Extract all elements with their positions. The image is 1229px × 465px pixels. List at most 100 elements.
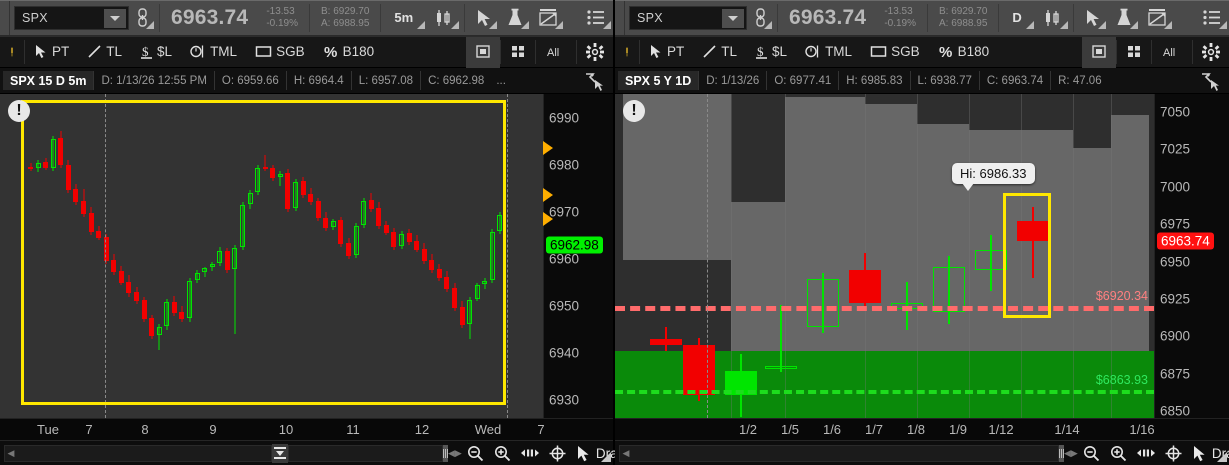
tool-sgb[interactable]: SGB — [246, 36, 314, 68]
dropdown-corner-icon[interactable] — [1025, 20, 1034, 29]
dropdown-corner-icon[interactable] — [1097, 20, 1106, 29]
fit-width-button[interactable] — [1132, 446, 1160, 460]
menu-list-icon[interactable] — [579, 0, 613, 36]
zoom-out-button[interactable] — [1078, 445, 1105, 462]
left-timeframe-selector[interactable]: 5m — [384, 0, 427, 36]
step-forward-icon[interactable]: ▶ — [454, 447, 462, 458]
chevron-down-icon[interactable] — [722, 8, 744, 28]
tool-tl[interactable]: TL — [693, 36, 746, 68]
settings-gear-button[interactable] — [577, 36, 613, 68]
cursor-arrow-icon[interactable] — [1077, 0, 1108, 36]
right-symbol-selector[interactable]: SPX — [629, 5, 747, 30]
alert-level-marker-icon[interactable] — [543, 188, 553, 203]
left-chart-scrollbar[interactable]: ◀ — [4, 444, 272, 462]
right-price-axis[interactable]: 7050 7025 7000 6975 6950 6925 6900 6875 6850 6963… — [1154, 94, 1229, 418]
right-plot[interactable]: ! $6920.34$6863.93$6833.17Hi: 6986.33 — [615, 94, 1154, 418]
candle-body — [849, 270, 881, 304]
dropdown-corner-icon[interactable] — [451, 20, 460, 29]
tool-b180[interactable]: % B180 — [314, 36, 384, 68]
right-timeframe-selector[interactable]: D — [1002, 0, 1035, 36]
layout-grid-button[interactable] — [501, 36, 535, 68]
drawing-tools-icon[interactable] — [1140, 0, 1174, 36]
dropdown-corner-icon[interactable] — [764, 20, 772, 29]
all-tools-button[interactable]: All — [536, 36, 576, 68]
step-forward-icon[interactable]: ▶ — [1070, 447, 1078, 458]
studies-flask-icon[interactable] — [499, 0, 531, 36]
right-chart-area[interactable]: ! $6920.34$6863.93$6833.17Hi: 6986.33 70… — [615, 94, 1229, 418]
tool-sl[interactable]: $ $L — [746, 36, 796, 68]
zoom-out-button[interactable] — [462, 445, 489, 462]
scroll-grip-icon[interactable] — [443, 444, 448, 462]
fit-width-button[interactable] — [516, 446, 544, 460]
step-back-icon[interactable]: ◀ — [448, 447, 455, 458]
left-scroll-thumb[interactable] — [272, 443, 288, 463]
pin-icon[interactable] — [0, 36, 24, 68]
level-line-support[interactable] — [615, 390, 1154, 395]
right-chart-header-actions[interactable] — [1199, 71, 1229, 91]
drawing-tools-icon[interactable] — [531, 0, 565, 36]
link-icon[interactable] — [129, 0, 156, 36]
dropdown-corner-icon[interactable] — [1219, 20, 1227, 29]
layout-single-button[interactable] — [466, 35, 500, 68]
resize-corner-icon[interactable] — [1217, 452, 1227, 462]
left-time-axis[interactable]: Tue 7 8 9 10 11 12 Wed 7 — [0, 418, 613, 440]
tool-pt[interactable]: PT — [25, 36, 78, 68]
scroll-left-icon[interactable]: ◀ — [7, 447, 15, 458]
level-line-resistance[interactable] — [615, 305, 1154, 311]
menu-list-icon[interactable] — [1195, 0, 1229, 36]
studies-flask-icon[interactable] — [1108, 0, 1140, 36]
left-chart-header-actions[interactable] — [583, 71, 613, 91]
layout-grid-button[interactable] — [1117, 36, 1151, 68]
left-price-axis[interactable]: 6990 6980 6970 6960 6950 6940 6930 6962.98 — [543, 94, 613, 418]
dropdown-corner-icon[interactable] — [521, 20, 530, 29]
crosshair-button[interactable] — [544, 445, 571, 462]
tool-pt[interactable]: PT — [640, 36, 693, 68]
left-topbar-grip[interactable] — [0, 0, 10, 35]
candle-body — [240, 205, 245, 247]
tool-b180[interactable]: % B180 — [929, 36, 999, 68]
tool-sl[interactable]: $ $L — [131, 36, 181, 68]
right-topbar-grip[interactable] — [615, 0, 625, 35]
all-tools-button[interactable]: All — [1152, 36, 1192, 68]
left-plot[interactable]: ! — [0, 94, 543, 418]
dropdown-corner-icon[interactable] — [146, 20, 154, 29]
step-back-icon[interactable]: ◀ — [1064, 447, 1071, 458]
alert-level-marker-icon[interactable] — [543, 211, 553, 226]
tool-tml[interactable]: TML — [796, 36, 861, 68]
crosshair-button[interactable] — [1160, 445, 1187, 462]
candlestick-style-icon[interactable] — [1036, 0, 1070, 36]
dropdown-corner-icon[interactable] — [1163, 20, 1172, 29]
left-symbol-selector[interactable]: SPX — [14, 5, 129, 30]
tool-sgb[interactable]: SGB — [861, 36, 929, 68]
pointer-button[interactable] — [1187, 445, 1212, 462]
dropdown-corner-icon[interactable] — [603, 20, 611, 29]
pointer-button[interactable] — [571, 445, 596, 462]
left-chart-area[interactable]: ! 6990 6980 6970 6960 6950 6940 6930 6962.98 — [0, 94, 613, 418]
left-chart-more[interactable]: ... — [496, 74, 506, 87]
tool-tml[interactable]: TML — [181, 36, 246, 68]
tool-tl[interactable]: TL — [78, 36, 131, 68]
cursor-arrow-icon[interactable] — [468, 0, 499, 36]
dropdown-corner-icon[interactable] — [1129, 20, 1138, 29]
zoom-in-button[interactable] — [489, 445, 516, 462]
dropdown-corner-icon[interactable] — [489, 20, 498, 29]
pin-icon[interactable] — [615, 36, 639, 68]
zoom-in-button[interactable] — [1105, 445, 1132, 462]
chevron-down-icon[interactable] — [104, 8, 126, 28]
link-icon[interactable] — [747, 0, 774, 36]
scroll-grip-icon[interactable] — [1059, 444, 1064, 462]
dropdown-corner-icon[interactable] — [417, 20, 426, 29]
alert-icon[interactable]: ! — [623, 100, 645, 122]
dropdown-corner-icon[interactable] — [1059, 20, 1068, 29]
alert-level-marker-icon[interactable] — [543, 141, 553, 156]
resize-corner-icon[interactable] — [601, 452, 611, 462]
settings-gear-button[interactable] — [1193, 36, 1229, 68]
left-chart-scrollbar-2[interactable] — [288, 444, 443, 462]
scroll-left-icon[interactable]: ◀ — [622, 447, 630, 458]
alert-icon[interactable]: ! — [8, 100, 30, 122]
dropdown-corner-icon[interactable] — [555, 20, 564, 29]
right-time-axis[interactable]: 1/2 1/5 1/6 1/7 1/8 1/9 1/12 1/14 1/16 — [615, 418, 1229, 440]
layout-single-button[interactable] — [1082, 35, 1116, 68]
right-chart-scrollbar[interactable]: ◀ — [619, 444, 1059, 462]
candlestick-style-icon[interactable] — [427, 0, 461, 36]
